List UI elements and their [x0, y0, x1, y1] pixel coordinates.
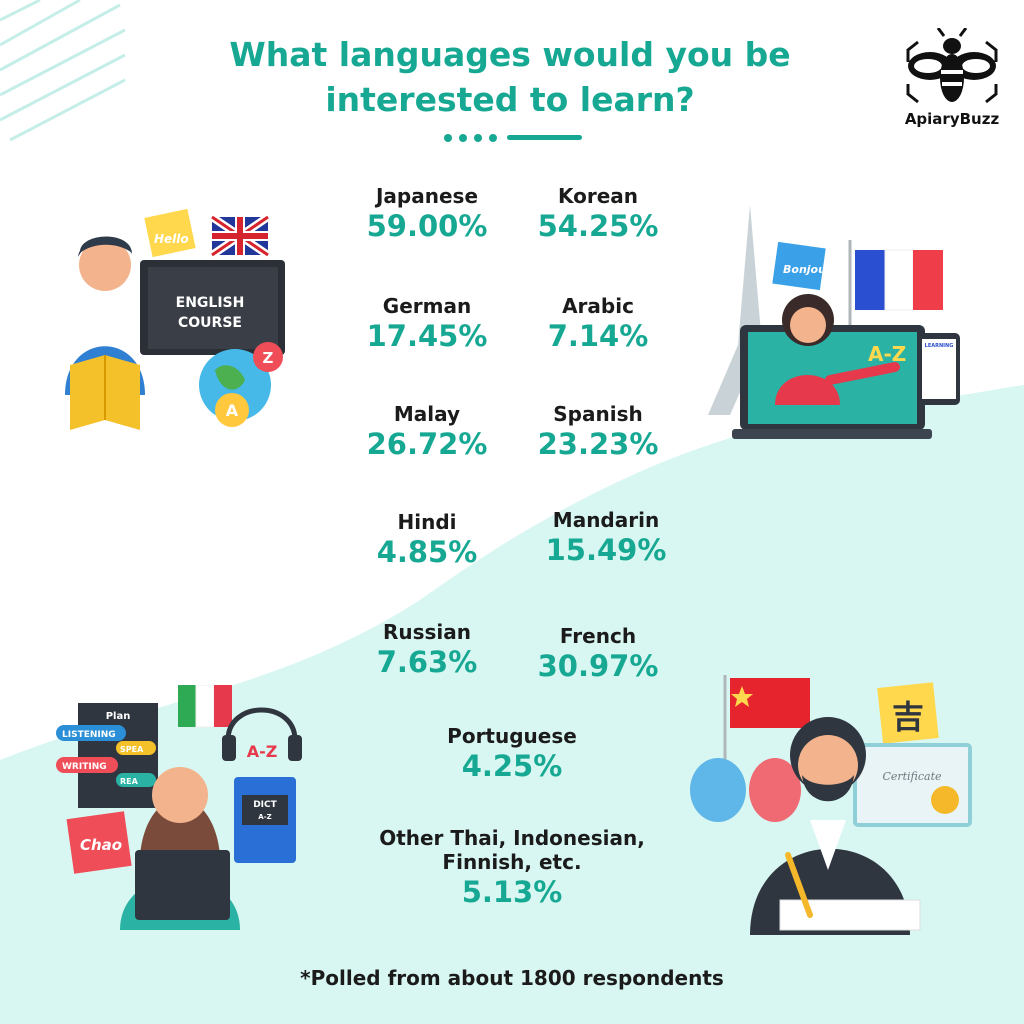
language-label: Hindi — [397, 510, 457, 534]
stat-malay: Malay 26.72% — [327, 402, 527, 462]
screen-text: A-Z — [868, 342, 906, 366]
stat-french: French 30.97% — [498, 624, 698, 684]
divider-dot — [474, 134, 482, 142]
percent-value: 30.97% — [537, 649, 659, 683]
tablet-text: LEARNING — [925, 343, 954, 349]
divider-dot — [444, 134, 452, 142]
uk-flag-icon — [209, 213, 271, 259]
brand-logo: ApiaryBuzz — [900, 27, 1004, 138]
stat-spanish: Spanish 23.23% — [498, 402, 698, 462]
stat-japanese: Japanese 59.00% — [327, 184, 527, 244]
sticky-note — [66, 811, 132, 874]
language-label: Arabic — [562, 294, 634, 318]
percent-value: 4.85% — [376, 535, 478, 569]
percent-value: 23.23% — [537, 427, 659, 461]
bee-icon — [906, 27, 998, 104]
speech-bubble-z — [253, 342, 283, 372]
percent-value: 17.45% — [366, 319, 488, 353]
percent-value: 59.00% — [366, 209, 488, 243]
stat-portuguese: Portuguese 4.25% — [412, 724, 612, 784]
language-label: German — [382, 294, 472, 318]
note-text: Chao — [80, 836, 122, 854]
language-label: Spanish — [553, 402, 643, 426]
footnote: *Polled from about 1800 respondents — [300, 966, 724, 990]
language-label-cont: Finnish, etc. — [442, 850, 582, 874]
laptop — [135, 850, 230, 920]
italian-learner-illustration: Plan LISTENING WRITING SPEA REA A-Z DICT… — [56, 685, 302, 930]
headphones-icon — [225, 707, 298, 741]
note-text: Bonjour — [783, 263, 832, 276]
stat-arabic: Arabic 7.14% — [498, 294, 698, 354]
stat-russian: Russian 7.63% — [327, 620, 527, 680]
percent-value: 7.63% — [376, 645, 478, 679]
language-label: Japanese — [375, 184, 479, 208]
english-learner-illustration: ENGLISH COURSE Hello A Z — [65, 208, 285, 430]
board-text-2: COURSE — [178, 315, 242, 331]
corner-stripes — [0, 0, 126, 142]
sticky-note — [877, 682, 939, 744]
mint-wave — [0, 385, 1024, 1024]
bubble-z-text: Z — [263, 349, 274, 367]
language-label: Other Thai, Indonesian, — [379, 826, 645, 850]
french-learner-illustration: Bonjour A-Z LEARNING — [708, 205, 960, 439]
language-label: Korean — [557, 184, 639, 208]
note-glyph: 吉 — [892, 698, 924, 736]
book-text-2: A-Z — [258, 813, 271, 821]
language-label: Russian — [382, 620, 472, 644]
title-line-1: What languages would you be — [229, 35, 791, 74]
stat-mandarin: Mandarin 15.49% — [506, 508, 706, 568]
stat-other: Other Thai, Indonesian, Finnish, etc. 5.… — [342, 826, 682, 910]
tag-listening: LISTENING — [62, 730, 116, 740]
note-text: Hello — [154, 232, 189, 246]
tag-writing: WRITING — [62, 762, 107, 772]
medal-icon — [931, 786, 959, 814]
language-label: Portuguese — [447, 724, 577, 748]
board-text-1: ENGLISH — [176, 295, 245, 311]
percent-value: 15.49% — [545, 533, 667, 567]
page-title: What languages would you be interested t… — [150, 32, 870, 122]
tag-reading: REA — [120, 777, 139, 786]
speech-bubble-a — [215, 393, 249, 427]
stat-hindi: Hindi 4.85% — [327, 510, 527, 570]
bubble-a-text: A — [226, 401, 239, 420]
percent-value: 7.14% — [547, 319, 649, 353]
headphone-text: A-Z — [247, 742, 278, 761]
title-divider — [444, 133, 584, 143]
book-text-1: DICT — [253, 800, 277, 810]
chinese-learner-illustration: 吉 Certificate — [690, 675, 972, 935]
language-label: Malay — [393, 402, 461, 426]
divider-dot — [489, 134, 497, 142]
title-line-2: interested to learn? — [325, 80, 695, 119]
france-flag-icon — [848, 240, 943, 325]
percent-value: 4.25% — [461, 749, 563, 783]
percent-value: 5.13% — [461, 875, 563, 909]
brain-icon — [690, 758, 801, 822]
language-label: French — [559, 624, 637, 648]
tag-speaking: SPEA — [120, 745, 144, 754]
eiffel-tower — [708, 205, 792, 415]
percent-value: 54.25% — [537, 209, 659, 243]
stat-german: German 17.45% — [327, 294, 527, 354]
language-label: Mandarin — [552, 508, 660, 532]
plan-title: Plan — [106, 711, 131, 722]
italy-flag-icon — [178, 685, 232, 728]
divider-dot — [459, 134, 467, 142]
sticky-note — [144, 208, 196, 258]
brand-name: ApiaryBuzz — [904, 110, 1000, 128]
sticky-note — [772, 241, 826, 291]
percent-value: 26.72% — [366, 427, 488, 461]
plan-board — [78, 703, 158, 808]
divider-bar — [507, 135, 582, 140]
stat-korean: Korean 54.25% — [498, 184, 698, 244]
certificate — [853, 743, 972, 827]
certificate-text: Certificate — [882, 770, 942, 783]
pen-icon — [785, 852, 813, 918]
